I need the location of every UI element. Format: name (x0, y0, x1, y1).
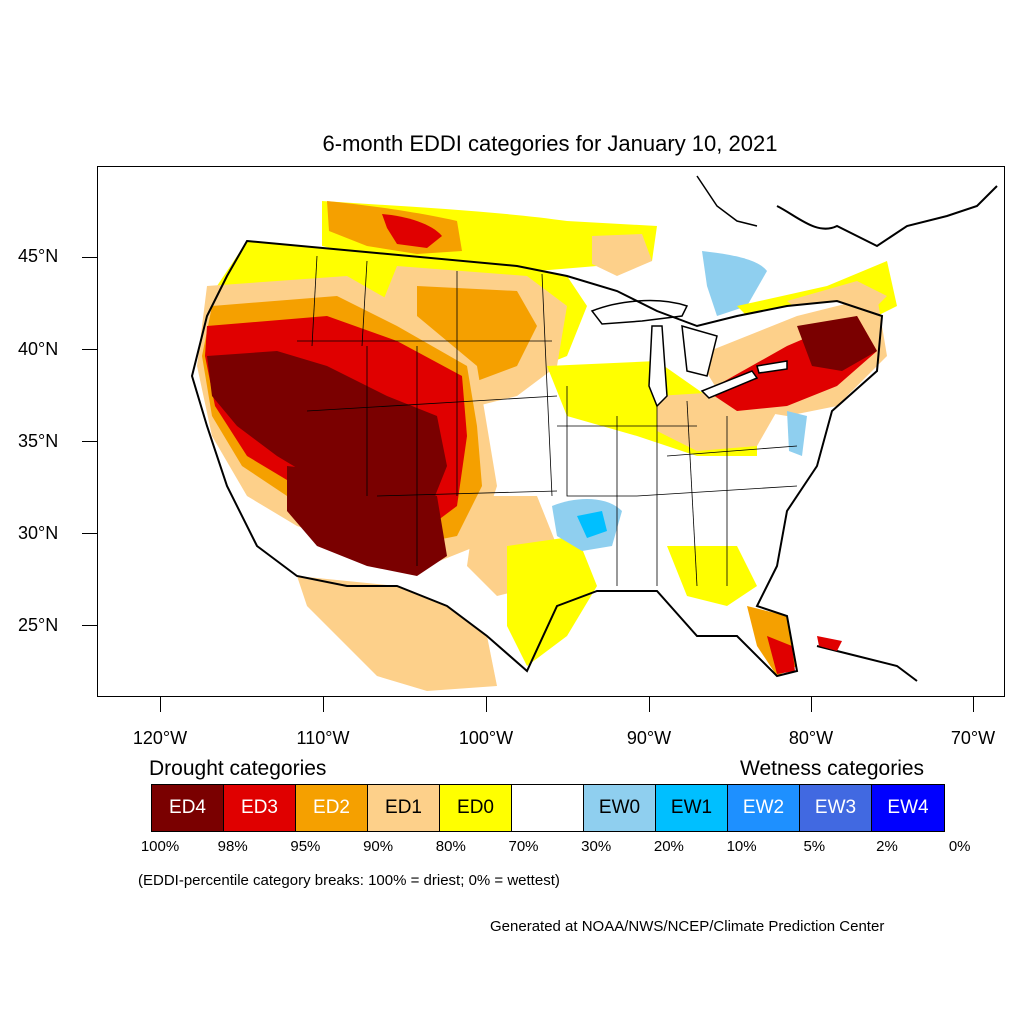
percentile-label: 90% (363, 838, 394, 855)
percentile-label: 80% (435, 838, 466, 855)
percentile-label: 2% (876, 838, 898, 855)
wetness-categories-title: Wetness categories (740, 757, 925, 780)
northeast-ed4 (797, 316, 877, 371)
ontario-orange (592, 234, 652, 276)
lon-tick (160, 697, 161, 712)
lon-label-110: 110°W (296, 728, 350, 748)
eddi-map (97, 166, 1005, 697)
canada-red-patch (382, 214, 442, 248)
florida-ed3 (767, 636, 795, 674)
legend-cell-ed3: ED3 (224, 785, 296, 831)
us-outline (190, 239, 884, 678)
west-ed4 (207, 351, 447, 516)
lon-label-80: 80°W (788, 728, 834, 748)
lon-label-120: 120°W (132, 728, 188, 748)
category-legend: ED4 ED3 ED2 ED1 ED0 EW0 EW1 EW2 EW3 EW4 (151, 784, 945, 832)
legend-cell-ew4: EW4 (872, 785, 944, 831)
lat-label-45: 45°N (18, 246, 59, 266)
percentile-label: 70% (508, 838, 539, 855)
percentile-label: 5% (803, 838, 826, 855)
canada-coast (776, 185, 998, 248)
lat-tick (82, 533, 97, 534)
percentile-label: 10% (726, 838, 757, 855)
legend-cell-ew0: EW0 (584, 785, 656, 831)
state-lines (297, 255, 798, 587)
legend-cell-ed2: ED2 (296, 785, 368, 831)
legend-cell-ed0: ED0 (440, 785, 512, 831)
lake-erie (700, 370, 759, 399)
lon-tick (323, 697, 324, 712)
lat-label-25: 25°N (18, 615, 59, 635)
lat-tick (82, 441, 97, 442)
lon-label-70: 70°W (950, 728, 996, 748)
drought-categories-title: Drought categories (149, 757, 327, 780)
ontario-blue (702, 251, 767, 316)
percentile-label: 95% (290, 838, 321, 855)
lon-tick (486, 697, 487, 712)
lat-label-35: 35°N (18, 431, 59, 451)
lake-ontario (756, 360, 788, 374)
legend-cell-ew2: EW2 (728, 785, 800, 831)
category-note: (EDDI-percentile category breaks: 100% =… (138, 872, 560, 889)
lake-michigan (648, 325, 668, 408)
lake-superior (590, 299, 689, 325)
southeast-yellow (667, 546, 757, 606)
hudson-coast (696, 175, 758, 227)
legend-cell-ed1: ED1 (368, 785, 440, 831)
sw-ed4 (287, 466, 447, 576)
legend-cell-neutral (512, 785, 584, 831)
lon-tick (973, 697, 974, 712)
percentile-label: 100% (140, 838, 180, 855)
lat-label-40: 40°N (18, 339, 59, 359)
map-title: 6-month EDDI categories for January 10, … (322, 131, 778, 156)
legend-cell-ed4: ED4 (152, 785, 224, 831)
legend-cell-ew3: EW3 (800, 785, 872, 831)
percentile-label: 0% (948, 838, 971, 855)
mexico-ed1 (297, 576, 497, 691)
legend-cell-ew1: EW1 (656, 785, 728, 831)
texas-yellow (507, 536, 597, 666)
lat-tick (82, 349, 97, 350)
credit-line: Generated at NOAA/NWS/NCEP/Climate Predi… (490, 918, 885, 935)
map-svg (97, 166, 1005, 697)
va-wet (787, 411, 807, 456)
lon-tick (649, 697, 650, 712)
cuba-red (817, 636, 842, 651)
percentile-label: 30% (581, 838, 612, 855)
lake-huron (681, 324, 718, 377)
lon-label-90: 90°W (626, 728, 672, 748)
lon-tick (811, 697, 812, 712)
percentile-label: 98% (217, 838, 248, 855)
lat-tick (82, 625, 97, 626)
lat-label-30: 30°N (18, 523, 59, 543)
arkansas-wet-core (577, 511, 607, 538)
lat-tick (82, 257, 97, 258)
lon-label-100: 100°W (458, 728, 514, 748)
percentile-label: 20% (653, 838, 684, 855)
